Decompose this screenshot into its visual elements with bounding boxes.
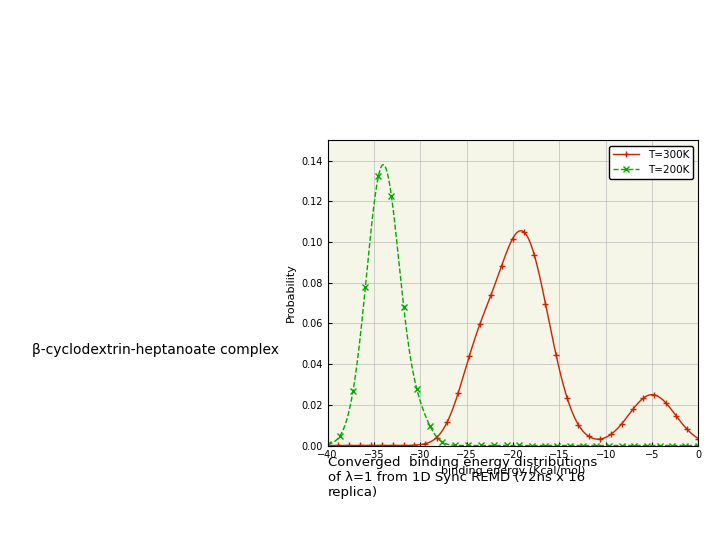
Y-axis label: Probability: Probability <box>286 264 296 322</box>
Legend: T=300K, T=200K: T=300K, T=200K <box>609 146 693 179</box>
T=200K <box>694 442 703 449</box>
T=200K <box>492 442 500 449</box>
Text: β-cyclodextrin-heptanoate complex: β-cyclodextrin-heptanoate complex <box>32 343 279 357</box>
T=300K <box>491 280 500 286</box>
T=300K <box>603 433 612 440</box>
T=300K <box>323 442 332 449</box>
Text: Converged  binding energy distributions
of λ=1 from 1D Sync REMD (72ns x 16
repl: Converged binding energy distributions o… <box>328 456 597 500</box>
X-axis label: binding energy (Kcal/mol): binding energy (Kcal/mol) <box>441 466 585 476</box>
T=300K <box>542 307 551 313</box>
T=200K <box>419 408 428 414</box>
T=200K <box>379 161 387 168</box>
T=300K <box>694 435 703 442</box>
T=200K <box>323 441 332 448</box>
T=200K <box>542 442 551 449</box>
T=200K <box>390 212 398 218</box>
Text: UNIVERSITY®: UNIVERSITY® <box>65 38 117 47</box>
Line: T=200K: T=200K <box>328 165 698 446</box>
Text: TEMPLE: TEMPLE <box>65 9 150 28</box>
T=300K <box>389 442 397 449</box>
T=300K <box>418 441 427 448</box>
T=200K <box>572 442 580 449</box>
Line: T=300K: T=300K <box>328 231 698 446</box>
T=300K <box>572 417 580 423</box>
T=200K <box>603 442 612 449</box>
T=300K <box>516 227 525 234</box>
Text: Async REMD for β-cyclodextrin-heptanoate Host-Guest System: Async REMD for β-cyclodextrin-heptanoate… <box>155 19 720 38</box>
